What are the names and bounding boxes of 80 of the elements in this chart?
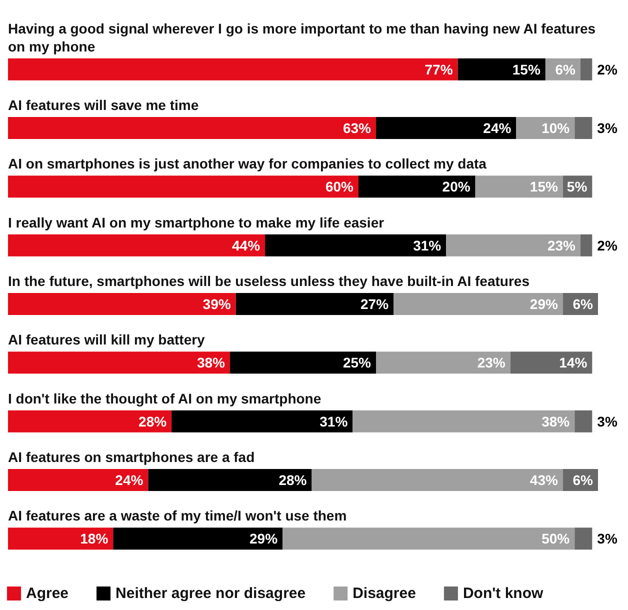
data-label: 25% [342,354,372,371]
data-label: 29% [250,530,278,547]
data-label: 14% [559,354,588,371]
bar [352,410,575,432]
bar [580,234,592,256]
data-label: 38% [196,354,226,371]
bar [358,176,476,198]
data-label: 23% [477,354,506,371]
bar [148,469,312,491]
legend-label: Neither agree nor disagree [116,585,306,602]
y-tick-label: Having a good signal wherever I go is more important to me than having new AI features on my phone [8,20,600,54]
legend-label: Don't know [462,585,544,602]
bar [376,352,510,374]
legend-label: Disagree [352,585,416,602]
data-label: 15% [512,61,541,78]
bar [394,293,563,315]
y-tick-label: AI features on smartphones are a fad [8,449,255,465]
y-tick-label: I don't like the thought of AI on my smartphone [8,390,322,406]
legend-label: Agree [26,585,69,602]
bar [282,528,575,550]
data-label: 15% [530,178,558,195]
bar [475,176,563,198]
bar [312,469,563,491]
bar [510,352,592,374]
data-label: 77% [424,61,454,78]
y-tick-label: I really want AI on my smartphone to make my life easier [8,214,385,230]
bar [8,469,148,491]
bar [376,117,516,139]
y-tick-label: AI features are a waste of my time/I won't use them [8,508,347,524]
bar [236,293,394,315]
data-label: 10% [542,120,570,136]
bar [8,410,172,432]
data-label: 43% [530,472,558,488]
bar [172,410,353,432]
y-tick-label: In the future, smartphones will be useless unless they have built-in AI features [8,273,530,289]
data-label: 2% [597,61,618,78]
data-label: 27% [360,296,390,312]
bar [265,234,446,256]
data-label: 31% [320,413,348,430]
bar [8,117,376,139]
data-label: 44% [232,237,261,254]
data-label: 39% [202,296,232,312]
data-label: 24% [483,120,512,136]
data-label: 2% [597,237,618,254]
bar [8,528,114,550]
data-label: 29% [530,296,558,312]
bar [113,528,283,550]
bar [8,293,236,315]
data-label: 5% [566,178,588,195]
bar [574,410,592,432]
y-tick-label: AI features will kill my battery [8,332,206,348]
data-label: 24% [115,472,144,488]
data-label: 60% [325,178,354,195]
data-label: 3% [597,530,618,547]
bar [580,58,592,80]
bar [458,58,546,80]
data-label: 38% [542,413,570,430]
data-label: 3% [597,413,618,430]
y-tick-label: AI on smartphones is just another way for companies to collect my data [8,156,487,172]
data-label: 63% [342,120,372,136]
data-label: 28% [138,413,168,430]
bar [574,528,592,550]
data-label: 3% [597,120,618,136]
data-label: 20% [442,178,471,195]
data-label: 50% [542,530,570,547]
data-label: 28% [278,472,308,488]
y-tick-label: AI features will save me time [8,97,199,113]
data-label: 6% [572,296,594,312]
bar [446,234,580,256]
bar [8,176,358,198]
data-label: 31% [413,237,442,254]
bar [230,352,376,374]
data-label: 23% [547,237,576,254]
data-label: 6% [572,472,594,488]
bar [574,117,592,139]
bar [8,58,458,80]
data-label: 18% [80,530,109,547]
bar [8,234,266,256]
data-label: 6% [555,61,576,78]
bar [8,352,230,374]
